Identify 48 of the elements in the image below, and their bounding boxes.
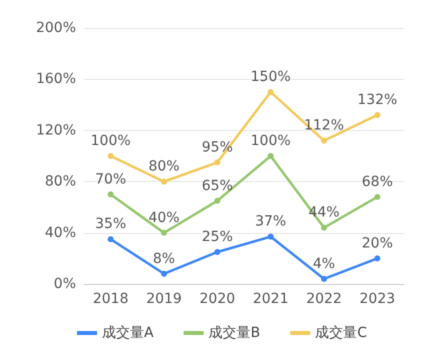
data-label: 80% <box>148 158 180 175</box>
data-label: 100% <box>90 133 131 149</box>
point <box>214 198 220 204</box>
point <box>108 236 114 242</box>
point <box>268 89 274 95</box>
y-tick-label: 40% <box>44 224 76 241</box>
legend-label: 成交量C <box>315 325 368 341</box>
x-tick-label: 2022 <box>306 291 342 307</box>
point <box>161 178 167 185</box>
x-tick-label: 2019 <box>146 291 182 307</box>
y-tick-label: 80% <box>44 174 76 190</box>
data-label: 65% <box>202 178 233 194</box>
y-tick-label: 200% <box>36 20 76 36</box>
data-label: 40% <box>148 210 180 226</box>
data-label: 37% <box>255 214 286 230</box>
x-tick-label: 2023 <box>360 291 396 307</box>
y-tick-label: 120% <box>36 122 76 138</box>
legend-label: 成交量A <box>102 325 154 341</box>
data-label: 20% <box>362 235 393 252</box>
point <box>321 138 327 144</box>
point <box>108 153 114 159</box>
point <box>161 270 167 277</box>
point <box>268 153 274 159</box>
point <box>321 276 327 282</box>
data-label: 68% <box>362 174 393 190</box>
x-tick-label: 2021 <box>252 291 288 307</box>
x-tick-label: 2018 <box>92 291 128 307</box>
y-tick-label: 0% <box>54 276 76 292</box>
y-tick-label: 160% <box>36 71 76 88</box>
legend-label: 成交量B <box>208 325 260 341</box>
point <box>374 112 380 118</box>
point <box>374 255 380 262</box>
point <box>374 194 380 200</box>
data-label: 25% <box>202 229 233 245</box>
point <box>321 224 327 231</box>
point <box>268 234 274 240</box>
data-label: 100% <box>250 133 291 149</box>
data-label: 70% <box>95 171 126 188</box>
point <box>214 249 220 255</box>
data-label: 4% <box>312 256 336 272</box>
data-label: 35% <box>95 216 126 232</box>
point <box>214 159 220 166</box>
data-label: 150% <box>250 69 291 85</box>
data-label: 132% <box>357 92 398 108</box>
point <box>161 230 167 236</box>
x-tick-label: 2020 <box>200 291 236 307</box>
data-label: 8% <box>152 250 176 267</box>
point <box>108 191 114 198</box>
